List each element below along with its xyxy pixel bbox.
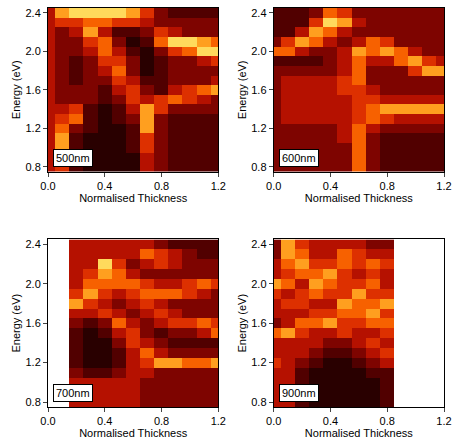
svg-text:Energy (eV): Energy (eV) (10, 60, 22, 119)
svg-text:2.0: 2.0 (26, 278, 41, 290)
svg-text:1.2: 1.2 (211, 180, 226, 192)
svg-text:0.0: 0.0 (40, 415, 55, 427)
svg-text:0.0: 0.0 (266, 180, 281, 192)
svg-text:2.0: 2.0 (251, 45, 266, 57)
svg-text:2.4: 2.4 (251, 7, 266, 19)
svg-text:0.4: 0.4 (97, 415, 112, 427)
svg-text:Normalised Thickness: Normalised Thickness (79, 192, 188, 204)
svg-text:0.4: 0.4 (323, 180, 338, 192)
svg-text:0.8: 0.8 (26, 396, 41, 408)
svg-text:Normalised Thickness: Normalised Thickness (305, 192, 414, 204)
svg-text:0.8: 0.8 (154, 180, 169, 192)
svg-text:0.0: 0.0 (40, 180, 55, 192)
svg-text:2.0: 2.0 (26, 45, 41, 57)
svg-text:0.8: 0.8 (380, 180, 395, 192)
svg-text:0.4: 0.4 (97, 180, 112, 192)
svg-text:0.8: 0.8 (251, 396, 266, 408)
svg-text:1.2: 1.2 (251, 122, 266, 134)
svg-text:2.0: 2.0 (251, 278, 266, 290)
svg-text:1.6: 1.6 (251, 84, 266, 96)
svg-text:1.2: 1.2 (26, 356, 41, 368)
svg-text:0.0: 0.0 (266, 415, 281, 427)
svg-text:1.6: 1.6 (26, 317, 41, 329)
svg-text:2.4: 2.4 (26, 7, 41, 19)
svg-text:2.4: 2.4 (26, 238, 41, 250)
svg-text:1.2: 1.2 (436, 180, 451, 192)
svg-text:1.2: 1.2 (251, 356, 266, 368)
svg-text:700nm: 700nm (56, 387, 90, 399)
svg-text:1.6: 1.6 (251, 317, 266, 329)
svg-text:1.2: 1.2 (211, 415, 226, 427)
svg-text:Energy (eV): Energy (eV) (236, 294, 248, 353)
svg-text:Normalised Thickness: Normalised Thickness (79, 427, 188, 439)
svg-text:2.4: 2.4 (251, 238, 266, 250)
svg-text:500nm: 500nm (56, 152, 90, 164)
svg-text:1.2: 1.2 (436, 415, 451, 427)
svg-text:0.8: 0.8 (26, 161, 41, 173)
svg-text:1.6: 1.6 (26, 84, 41, 96)
svg-text:Energy (eV): Energy (eV) (10, 294, 22, 353)
svg-text:0.4: 0.4 (323, 415, 338, 427)
svg-text:0.8: 0.8 (251, 161, 266, 173)
svg-text:0.8: 0.8 (380, 415, 395, 427)
svg-text:600nm: 600nm (282, 152, 316, 164)
svg-text:900nm: 900nm (282, 387, 316, 399)
svg-text:Energy (eV): Energy (eV) (236, 60, 248, 119)
svg-text:1.2: 1.2 (26, 122, 41, 134)
svg-text:0.8: 0.8 (154, 415, 169, 427)
svg-text:Normalised Thickness: Normalised Thickness (305, 427, 414, 439)
